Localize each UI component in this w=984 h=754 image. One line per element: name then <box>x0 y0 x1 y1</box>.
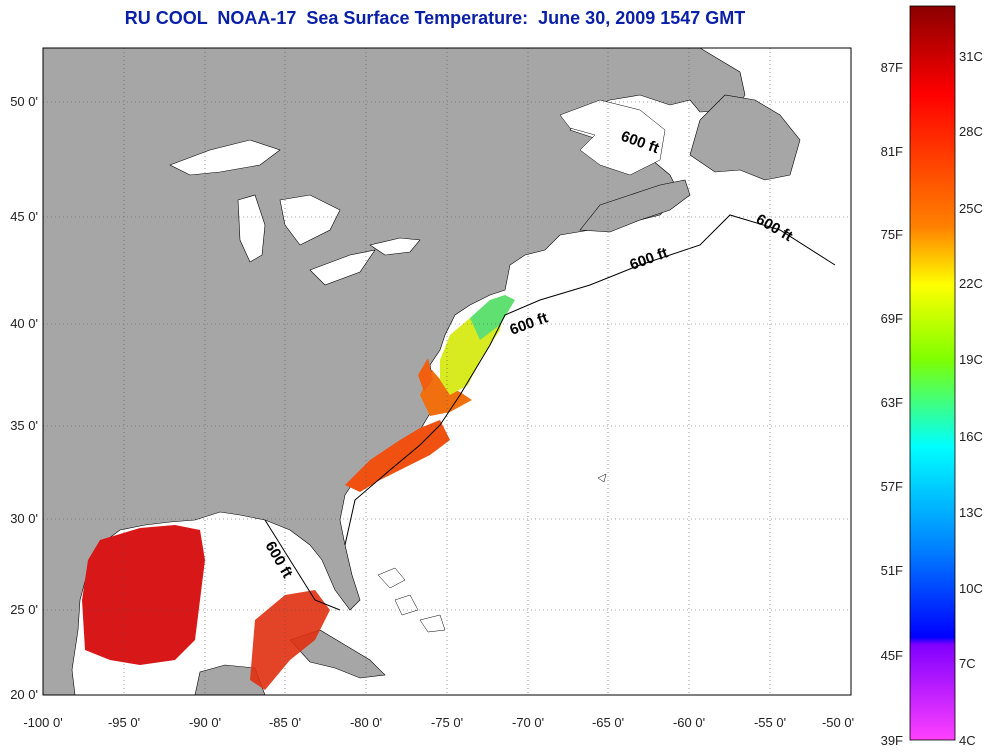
colorbar-c-label: 22C <box>959 276 983 291</box>
colorbar-fahrenheit-labels: 87F 81F 75F 69F 63F 57F 51F 45F 39F <box>881 60 903 748</box>
x-tick-label: -100 0' <box>23 715 62 730</box>
gulf-st-lawrence <box>559 99 666 176</box>
x-tick-label: -50 0' <box>822 715 854 730</box>
x-tick-label: -95 0' <box>108 715 140 730</box>
y-axis-labels: 50 0' 45 0' 40 0' 35 0' 30 0' 25 0' 20 0… <box>10 94 38 702</box>
x-tick-label: -60 0' <box>673 715 705 730</box>
x-tick-label: -70 0' <box>512 715 544 730</box>
colorbar-c-label: 7C <box>959 656 976 671</box>
colorbar-c-label: 16C <box>959 429 983 444</box>
colorbar-c-label: 4C <box>959 733 976 748</box>
colorbar-f-label: 57F <box>881 479 903 494</box>
land-newfoundland <box>689 94 801 181</box>
y-tick-label: 20 0' <box>10 687 38 702</box>
x-tick-label: -85 0' <box>269 715 301 730</box>
colorbar <box>909 5 956 741</box>
colorbar-f-label: 51F <box>881 563 903 578</box>
gridlines <box>43 48 851 695</box>
colorbar-f-label: 81F <box>881 144 903 159</box>
x-tick-label: -65 0' <box>592 715 624 730</box>
x-tick-label: -80 0' <box>350 715 382 730</box>
colorbar-c-label: 13C <box>959 505 983 520</box>
sst-hatteras <box>420 370 472 416</box>
x-tick-label: -75 0' <box>431 715 463 730</box>
land-cuba <box>289 629 386 679</box>
sst-chesapeake <box>418 358 433 392</box>
sst-southeast-coast <box>345 420 450 492</box>
colorbar-f-label: 45F <box>881 648 903 663</box>
y-tick-label: 35 0' <box>10 418 38 433</box>
colorbar-f-label: 87F <box>881 60 903 75</box>
sst-gulf-of-maine-green <box>470 295 515 340</box>
colorbar-f-label: 39F <box>881 733 903 748</box>
colorbar-f-label: 75F <box>881 227 903 242</box>
x-tick-label: -90 0' <box>189 715 221 730</box>
y-tick-label: 45 0' <box>10 209 38 224</box>
colorbar-c-label: 31C <box>959 49 983 64</box>
colorbar-c-label: 28C <box>959 124 983 139</box>
sst-gulf-east <box>250 590 330 690</box>
sst-gulf-mexico <box>82 525 205 665</box>
x-tick-label: -55 0' <box>754 715 786 730</box>
y-tick-label: 25 0' <box>10 602 38 617</box>
colorbar-celsius-labels: 31C 28C 25C 22C 19C 16C 13C 10C 7C 4C <box>959 49 983 748</box>
y-tick-label: 30 0' <box>10 511 38 526</box>
x-axis-labels: -100 0' -95 0' -90 0' -85 0' -80 0' -75 … <box>23 715 854 730</box>
colorbar-c-label: 10C <box>959 581 983 596</box>
colorbar-f-label: 69F <box>881 311 903 326</box>
colorbar-c-label: 25C <box>959 201 983 216</box>
map-title: RU COOL NOAA-17 Sea Surface Temperature:… <box>124 8 746 28</box>
land-yucatan <box>194 664 266 695</box>
y-tick-label: 50 0' <box>10 94 38 109</box>
colorbar-f-label: 63F <box>881 395 903 410</box>
great-lakes <box>169 139 421 286</box>
shelf-contour-600ft <box>264 214 836 611</box>
land-nova-scotia <box>579 179 691 233</box>
plot-frame <box>42 47 852 696</box>
bahamas-islands <box>377 473 607 633</box>
colorbar-c-label: 19C <box>959 352 983 367</box>
y-tick-label: 40 0' <box>10 316 38 331</box>
